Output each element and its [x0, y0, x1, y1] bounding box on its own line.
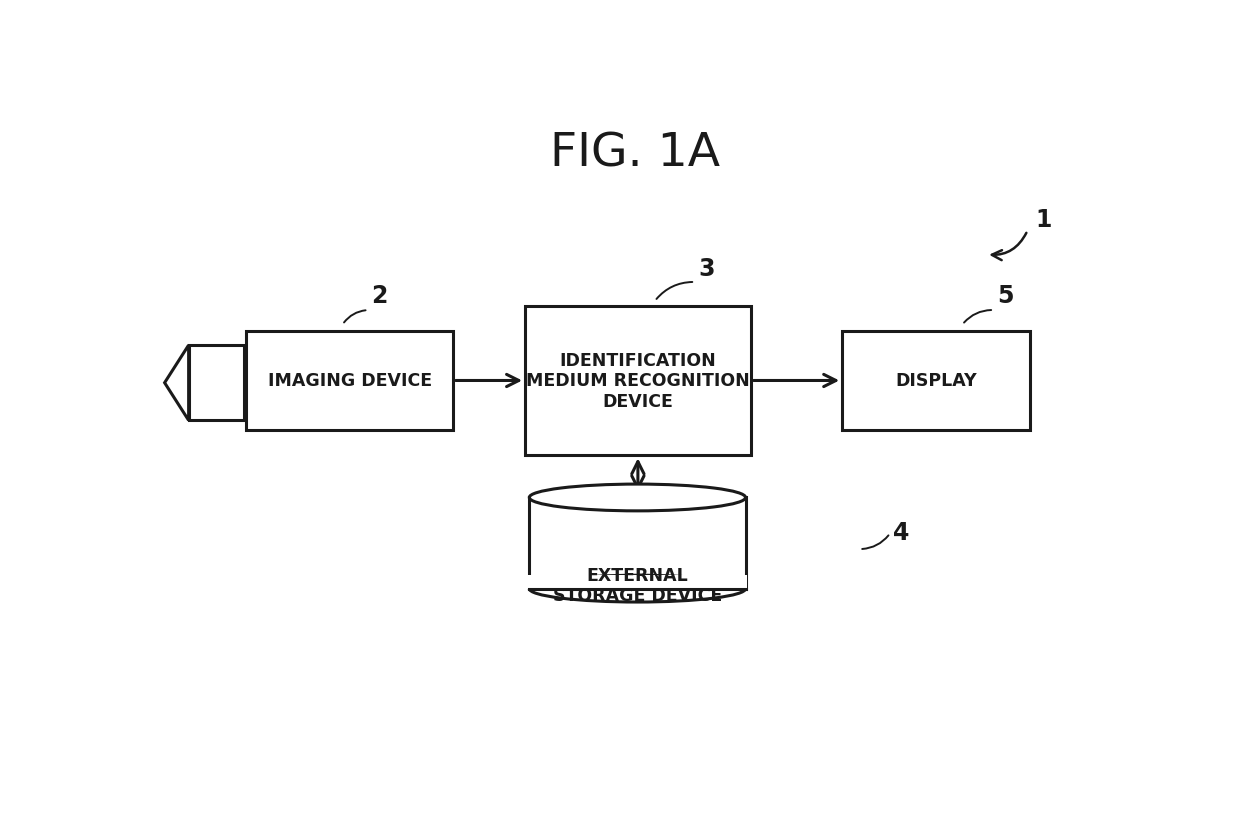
- Bar: [527, 575, 748, 590]
- Text: IDENTIFICATION
MEDIUM RECOGNITION
DEVICE: IDENTIFICATION MEDIUM RECOGNITION DEVICE: [526, 351, 750, 411]
- Bar: [188, 346, 244, 421]
- Text: 4: 4: [893, 520, 909, 544]
- Text: DISPLAY: DISPLAY: [895, 372, 977, 390]
- Text: 5: 5: [997, 284, 1013, 308]
- Text: IMAGING DEVICE: IMAGING DEVICE: [268, 372, 432, 390]
- Bar: [247, 332, 453, 430]
- Text: 1: 1: [1035, 208, 1052, 232]
- Text: 2: 2: [371, 284, 388, 308]
- Text: EXTERNAL
STORAGE DEVICE: EXTERNAL STORAGE DEVICE: [553, 566, 722, 605]
- Polygon shape: [165, 346, 188, 421]
- Ellipse shape: [529, 485, 745, 511]
- Text: FIG. 1A: FIG. 1A: [551, 131, 720, 176]
- Bar: [842, 332, 1029, 430]
- Ellipse shape: [529, 576, 745, 602]
- Bar: [525, 306, 750, 456]
- Text: 3: 3: [698, 256, 714, 280]
